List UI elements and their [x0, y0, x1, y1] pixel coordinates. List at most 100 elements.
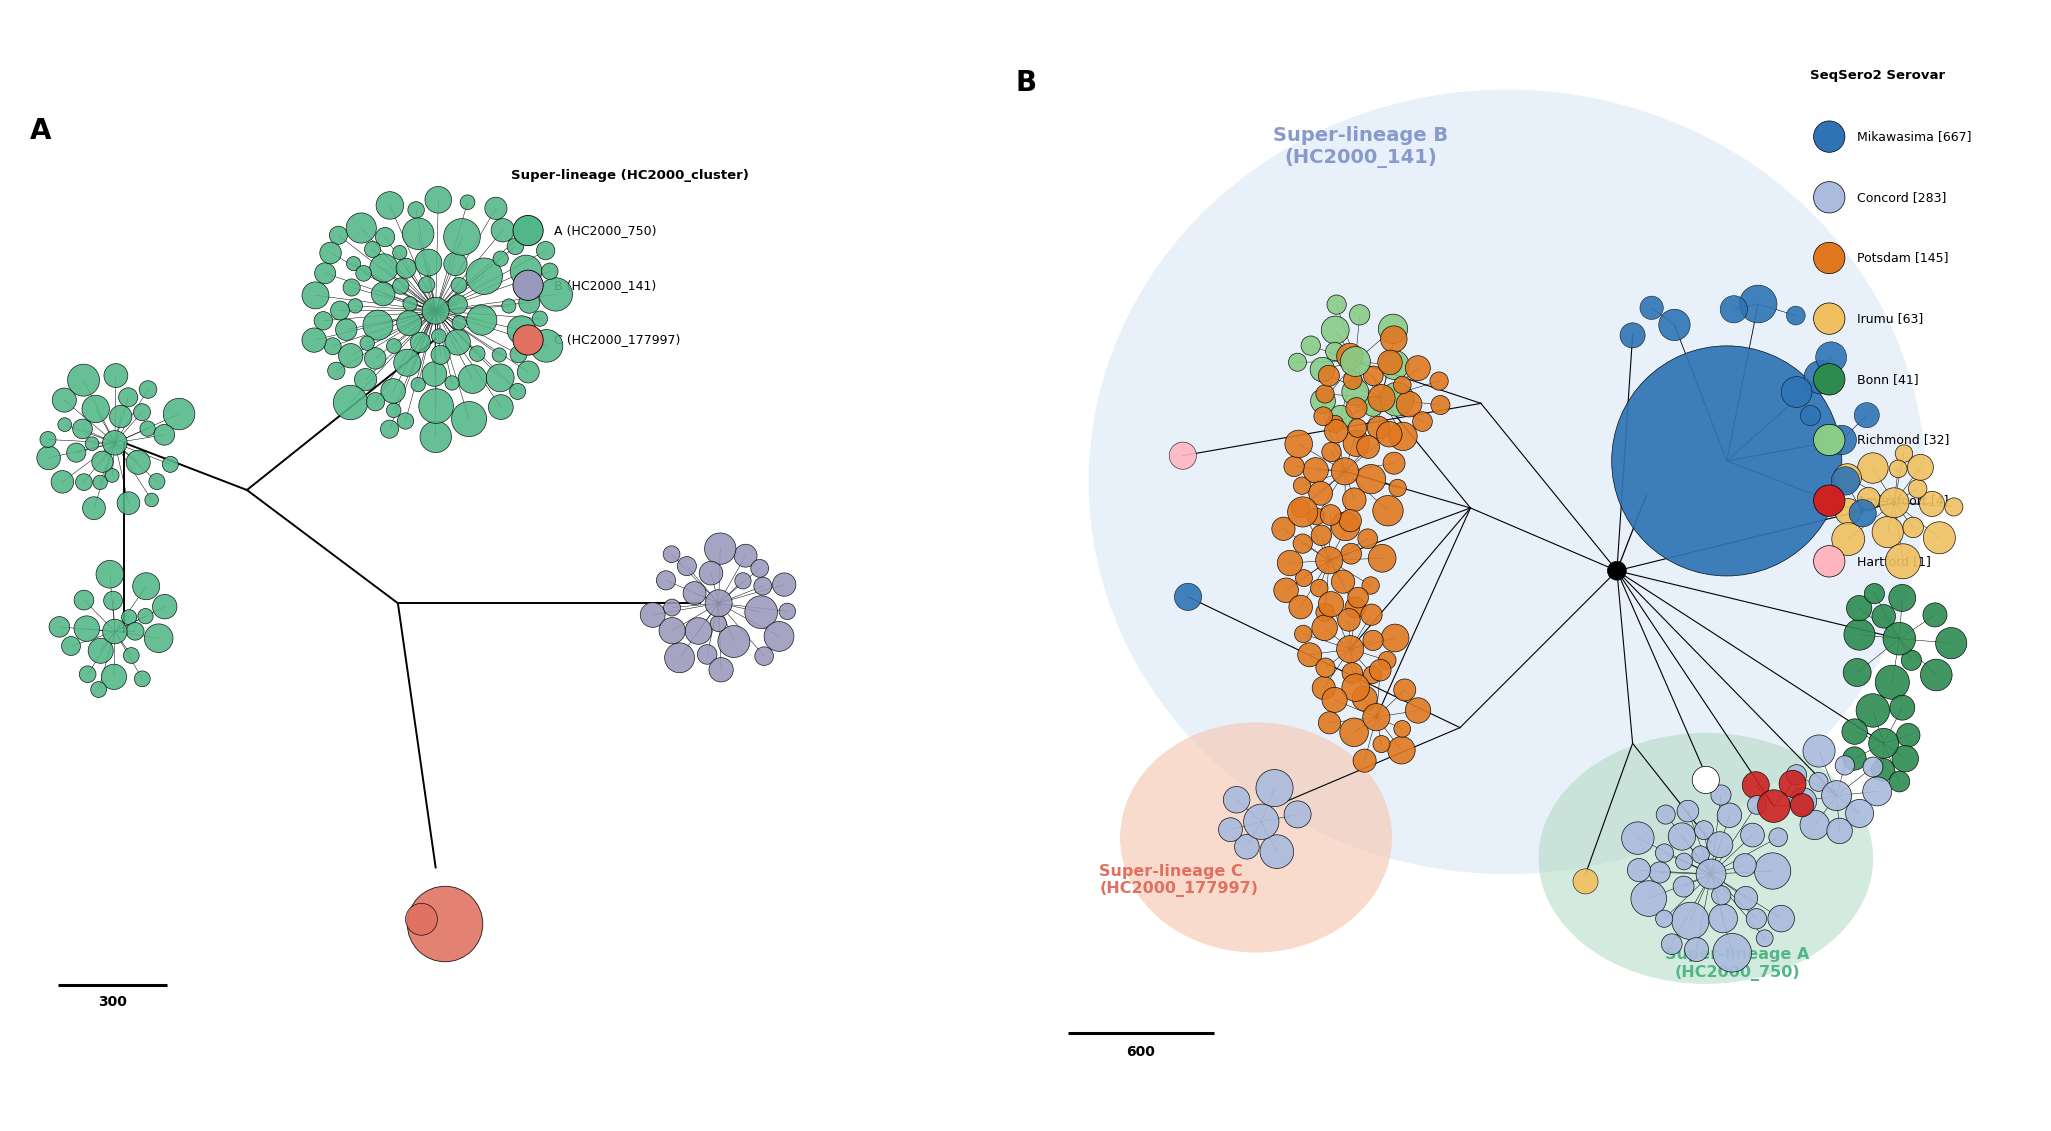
- Circle shape: [338, 344, 363, 368]
- Text: Super-lineage A
(HC2000_750): Super-lineage A (HC2000_750): [1665, 948, 1809, 981]
- Circle shape: [519, 292, 539, 313]
- Circle shape: [1356, 465, 1386, 494]
- Circle shape: [443, 218, 480, 256]
- Circle shape: [1235, 835, 1259, 860]
- Circle shape: [1356, 435, 1380, 458]
- Circle shape: [1805, 361, 1838, 394]
- Circle shape: [1903, 517, 1924, 537]
- Circle shape: [451, 277, 468, 293]
- Text: B (HC2000_141): B (HC2000_141): [554, 279, 656, 292]
- Circle shape: [1321, 442, 1341, 461]
- Circle shape: [1815, 342, 1846, 373]
- Text: Mikawasima [667]: Mikawasima [667]: [1858, 130, 1971, 144]
- Circle shape: [347, 257, 361, 270]
- Circle shape: [1901, 650, 1922, 671]
- Circle shape: [154, 424, 174, 446]
- Text: Super-lineage C
(HC2000_177997): Super-lineage C (HC2000_177997): [1099, 864, 1257, 897]
- Circle shape: [1292, 534, 1313, 553]
- Circle shape: [133, 404, 150, 421]
- Circle shape: [1832, 523, 1864, 555]
- Circle shape: [734, 572, 751, 589]
- Circle shape: [1684, 938, 1708, 961]
- Circle shape: [425, 187, 451, 213]
- Circle shape: [683, 581, 706, 605]
- Circle shape: [1372, 735, 1391, 752]
- Ellipse shape: [1089, 89, 1926, 874]
- Circle shape: [1924, 521, 1955, 554]
- Circle shape: [1382, 452, 1405, 474]
- Circle shape: [301, 282, 328, 309]
- Circle shape: [665, 642, 695, 673]
- Circle shape: [1319, 711, 1341, 734]
- Circle shape: [502, 299, 517, 313]
- Circle shape: [1842, 719, 1866, 744]
- Text: Concord [283]: Concord [283]: [1858, 191, 1946, 204]
- Circle shape: [492, 348, 507, 362]
- Circle shape: [470, 346, 484, 362]
- Circle shape: [1315, 546, 1343, 573]
- Circle shape: [100, 664, 127, 690]
- Circle shape: [1801, 810, 1829, 839]
- Text: Hartford [1]: Hartford [1]: [1858, 555, 1932, 568]
- Circle shape: [74, 616, 100, 641]
- Circle shape: [1319, 592, 1343, 618]
- Circle shape: [1311, 357, 1335, 382]
- Circle shape: [1832, 467, 1860, 495]
- Circle shape: [745, 596, 777, 629]
- Circle shape: [1380, 351, 1409, 380]
- Circle shape: [1692, 767, 1719, 794]
- Circle shape: [152, 595, 176, 619]
- Circle shape: [1661, 934, 1682, 955]
- Circle shape: [135, 671, 150, 687]
- Circle shape: [1862, 757, 1883, 777]
- Circle shape: [431, 329, 447, 344]
- Circle shape: [375, 191, 404, 219]
- Circle shape: [1754, 853, 1791, 889]
- Circle shape: [1747, 795, 1766, 814]
- Circle shape: [423, 297, 449, 325]
- Circle shape: [408, 201, 425, 218]
- Text: A (HC2000_750): A (HC2000_750): [554, 224, 656, 238]
- Circle shape: [320, 242, 340, 264]
- Circle shape: [1218, 818, 1243, 841]
- Circle shape: [513, 216, 544, 245]
- Circle shape: [369, 253, 398, 282]
- Circle shape: [1873, 517, 1903, 547]
- Circle shape: [1378, 651, 1397, 670]
- Text: 600: 600: [1126, 1045, 1155, 1059]
- Circle shape: [406, 904, 437, 935]
- Circle shape: [39, 432, 55, 448]
- Circle shape: [1889, 585, 1916, 612]
- Circle shape: [1791, 787, 1817, 814]
- Circle shape: [1343, 487, 1366, 511]
- Circle shape: [539, 278, 572, 311]
- Circle shape: [1834, 464, 1862, 492]
- Circle shape: [301, 328, 326, 352]
- Circle shape: [1846, 596, 1873, 621]
- Circle shape: [1622, 822, 1653, 854]
- Text: C (HC2000_177997): C (HC2000_177997): [554, 334, 681, 346]
- Circle shape: [396, 258, 416, 278]
- Circle shape: [1331, 570, 1354, 594]
- Circle shape: [1846, 800, 1875, 828]
- Circle shape: [1768, 828, 1788, 847]
- Circle shape: [1345, 398, 1368, 418]
- Circle shape: [1659, 309, 1690, 340]
- Circle shape: [457, 364, 486, 394]
- Circle shape: [80, 666, 96, 683]
- Circle shape: [1341, 674, 1370, 701]
- Circle shape: [1319, 365, 1339, 387]
- Circle shape: [445, 375, 459, 390]
- Circle shape: [1891, 745, 1918, 772]
- Circle shape: [1311, 389, 1335, 414]
- Circle shape: [37, 446, 59, 469]
- Circle shape: [1331, 512, 1360, 541]
- Circle shape: [88, 638, 113, 663]
- Circle shape: [1713, 933, 1752, 972]
- Text: A: A: [31, 118, 51, 146]
- Circle shape: [1343, 371, 1362, 389]
- Circle shape: [1868, 728, 1899, 758]
- Circle shape: [1692, 846, 1708, 863]
- Circle shape: [82, 497, 105, 519]
- Circle shape: [74, 590, 94, 610]
